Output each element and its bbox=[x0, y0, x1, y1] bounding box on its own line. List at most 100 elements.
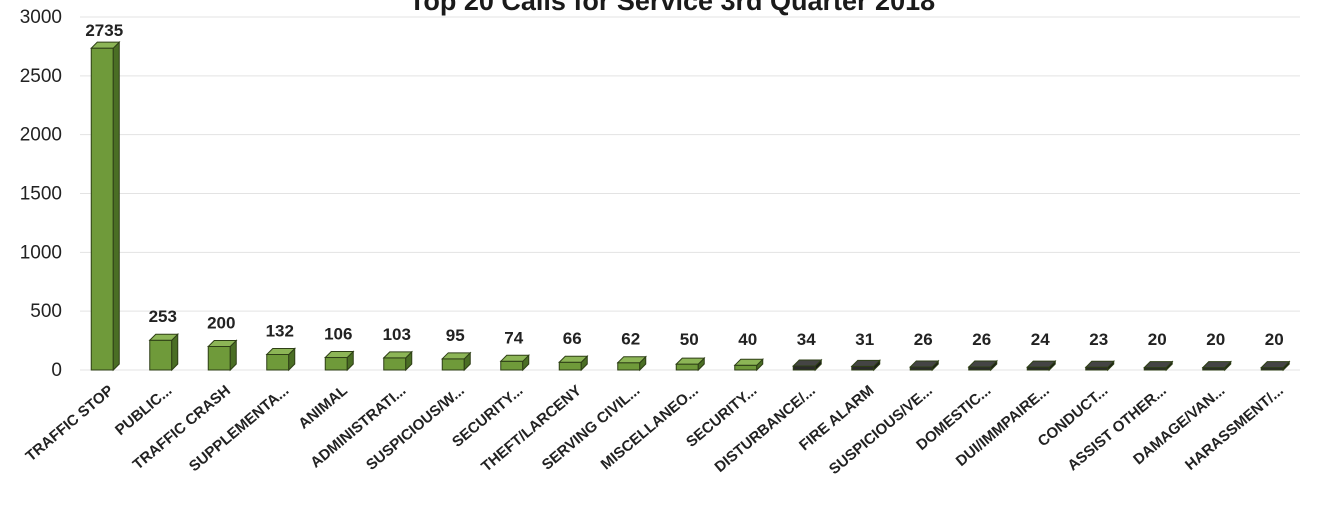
chart-title: Top 20 Calls for Service 3rd Quarter 201… bbox=[408, 0, 936, 16]
bar-front bbox=[675, 363, 699, 371]
y-axis: 0 500 1000 1500 2000 2500 3000 bbox=[20, 7, 62, 381]
x-tick-label: SERVING CIVIL... bbox=[539, 382, 644, 474]
x-tick-label: MISCELLANEO... bbox=[598, 382, 702, 473]
bar-top bbox=[675, 357, 706, 365]
bars bbox=[90, 40, 1291, 372]
bar bbox=[733, 358, 764, 372]
bar-top bbox=[733, 358, 764, 366]
bar-side bbox=[112, 40, 120, 372]
bar-top bbox=[324, 351, 355, 359]
y-tick-label: 3000 bbox=[20, 7, 62, 28]
data-label: 20 bbox=[1206, 330, 1225, 349]
bar-top bbox=[1260, 361, 1291, 369]
bar bbox=[850, 359, 881, 372]
bar-front bbox=[500, 360, 524, 371]
bar-front bbox=[441, 358, 465, 371]
x-tick-label: SUSPICIOUS/W... bbox=[363, 382, 468, 474]
bar bbox=[207, 339, 238, 372]
data-label: 132 bbox=[266, 321, 294, 340]
data-label: 34 bbox=[797, 330, 816, 349]
bar-top bbox=[382, 351, 413, 359]
data-label: 66 bbox=[563, 329, 582, 348]
bar-top bbox=[148, 333, 179, 341]
x-tick-label: ASSIST OTHER... bbox=[1064, 382, 1169, 474]
x-tick-label: TRAFFIC STOP bbox=[22, 382, 116, 465]
bar-top bbox=[1201, 361, 1232, 369]
bar bbox=[1201, 360, 1232, 372]
gridlines bbox=[80, 16, 1300, 371]
data-label: 62 bbox=[621, 330, 640, 349]
y-tick-label: 0 bbox=[51, 360, 62, 381]
bar bbox=[1026, 359, 1057, 372]
bar-top bbox=[499, 354, 530, 362]
bar-top bbox=[850, 359, 881, 367]
bar bbox=[675, 356, 706, 372]
bar bbox=[499, 354, 530, 372]
bar bbox=[441, 351, 472, 372]
data-label: 74 bbox=[504, 328, 523, 347]
bar-front bbox=[734, 364, 758, 371]
bar-front bbox=[90, 47, 114, 371]
bar-top bbox=[207, 339, 238, 347]
bar bbox=[1143, 360, 1174, 372]
y-tick-label: 2500 bbox=[20, 66, 62, 87]
bar bbox=[616, 355, 647, 372]
bar-top bbox=[265, 347, 296, 355]
data-label: 106 bbox=[324, 325, 352, 344]
data-label: 103 bbox=[383, 325, 411, 344]
data-label: 23 bbox=[1089, 330, 1108, 349]
bar-front bbox=[383, 357, 407, 371]
bar-top bbox=[967, 360, 998, 368]
bar-front bbox=[617, 362, 641, 371]
x-tick-label: SUSPICIOUS/VE... bbox=[826, 382, 936, 478]
x-tick-label: HARASSMENT/... bbox=[1182, 382, 1287, 474]
bar-front bbox=[851, 365, 875, 371]
x-tick-label: DISTURBANCE/... bbox=[711, 382, 818, 476]
bar-front bbox=[266, 353, 290, 371]
x-tick-label: ANIMAL bbox=[295, 382, 351, 433]
bar-top bbox=[616, 356, 647, 364]
bar-top bbox=[90, 41, 121, 49]
bar bbox=[909, 359, 940, 372]
x-tick-label: THEFT/LARCENY bbox=[478, 382, 585, 475]
bar bbox=[265, 347, 296, 372]
bar bbox=[792, 358, 823, 372]
data-label: 24 bbox=[1031, 330, 1050, 349]
bar-top bbox=[1084, 360, 1115, 368]
y-tick-label: 2000 bbox=[20, 125, 62, 146]
data-labels: 2735 253 200 132 106 103 95 74 66 62 50 40 34 31 26 26 2… bbox=[85, 21, 1283, 349]
y-tick-label: 1000 bbox=[20, 242, 62, 263]
data-label: 20 bbox=[1148, 330, 1167, 349]
y-tick-label: 500 bbox=[30, 301, 62, 322]
bar-front bbox=[558, 361, 582, 371]
data-label: 31 bbox=[855, 330, 874, 349]
y-tick-label: 1500 bbox=[20, 184, 62, 205]
data-label: 26 bbox=[972, 330, 991, 349]
data-label: 50 bbox=[680, 330, 699, 349]
bar-top bbox=[1143, 361, 1174, 369]
data-label: 253 bbox=[149, 307, 177, 326]
data-label: 2735 bbox=[85, 21, 123, 40]
bar bbox=[1260, 360, 1291, 372]
x-tick-label: TRAFFIC CRASH bbox=[130, 382, 234, 473]
bar-top bbox=[792, 359, 823, 367]
data-label: 20 bbox=[1265, 330, 1284, 349]
bar bbox=[967, 359, 998, 372]
x-tick-label: SUPPLEMENTA... bbox=[186, 382, 292, 475]
bar-front bbox=[792, 365, 816, 371]
data-label: 26 bbox=[914, 330, 933, 349]
bar-top bbox=[1026, 360, 1057, 368]
bar bbox=[1084, 360, 1115, 372]
bar bbox=[558, 355, 589, 372]
bar-front bbox=[324, 357, 348, 371]
data-label: 200 bbox=[207, 313, 235, 332]
bar bbox=[382, 350, 413, 372]
bar bbox=[90, 40, 121, 372]
bar bbox=[148, 333, 179, 372]
bar-top bbox=[909, 360, 940, 368]
bar-top bbox=[441, 352, 472, 360]
bar-top bbox=[558, 355, 589, 363]
bar-front bbox=[207, 345, 231, 371]
